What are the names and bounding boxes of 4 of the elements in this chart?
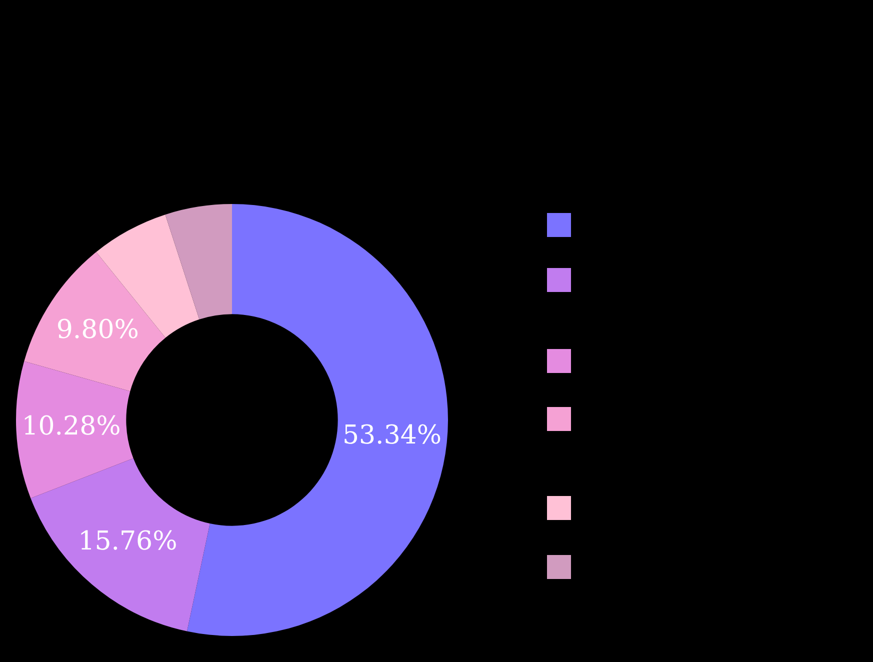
data-label: 9.80% xyxy=(56,315,139,346)
data-label: 10.28% xyxy=(22,411,121,442)
data-label: 53.34% xyxy=(342,420,442,451)
data-label: 15.76% xyxy=(78,526,178,556)
